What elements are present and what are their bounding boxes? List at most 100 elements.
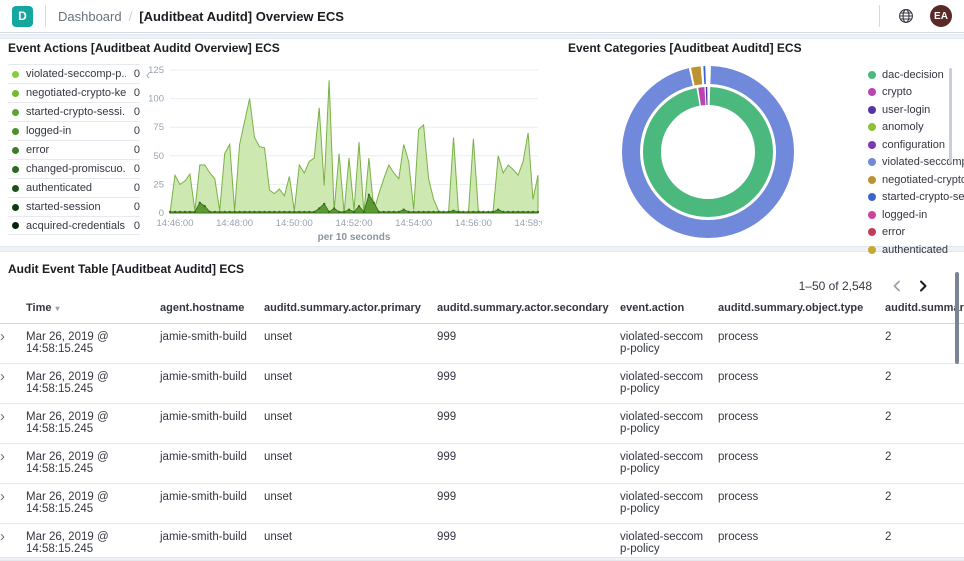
- cell-summary: 2: [885, 403, 964, 444]
- legend-label: changed-promiscuo...: [26, 163, 126, 175]
- legend-item[interactable]: dac-decision: [868, 66, 948, 84]
- legend-dot-icon: [12, 146, 19, 154]
- legend-item[interactable]: error: [868, 224, 948, 242]
- row-expand-icon[interactable]: ›: [0, 528, 5, 545]
- column-header-agent.hostname[interactable]: agent.hostname: [160, 296, 264, 324]
- legend-dot-icon: [12, 108, 19, 116]
- section-band-middle: [0, 246, 964, 252]
- event-categories-legend: dac-decision crypto user-login anomoly confi…: [868, 66, 964, 259]
- legend-item[interactable]: violated-seccomp...: [868, 154, 964, 172]
- legend-label: started-session: [26, 201, 101, 213]
- legend-dot-icon: [868, 158, 876, 167]
- x-axis-tick: 14:54:00: [395, 218, 432, 229]
- legend-dot-icon: [868, 105, 876, 114]
- cell-actor_primary: unset: [264, 443, 437, 484]
- row-expand-icon[interactable]: ›: [0, 328, 5, 345]
- legend-value: 0: [133, 68, 140, 80]
- cell-object_type: process: [718, 323, 885, 364]
- cell-object_type: process: [718, 363, 885, 404]
- legend-collapse-icon[interactable]: ‹: [146, 68, 150, 82]
- table-row: › Mar 26, 2019 @ 14:58:15.245 jamie-smith-…: [0, 523, 964, 561]
- cell-agent_hostname: jamie-smith-build: [160, 483, 264, 524]
- legend-item[interactable]: authenticated: [868, 241, 948, 259]
- x-axis-tick: 14:52:00: [336, 218, 373, 229]
- cell-agent_hostname: jamie-smith-build: [160, 443, 264, 484]
- column-header-auditd.summary.actor.primary[interactable]: auditd.summary.actor.primary: [264, 296, 437, 324]
- legend-item[interactable]: acquired-credentials 0: [8, 216, 140, 235]
- legend-label: user-login: [882, 103, 931, 116]
- legend-item[interactable]: started-crypto-se...: [868, 189, 964, 207]
- expand-cell: ›: [0, 363, 26, 404]
- x-axis-tick: 14:56:00: [455, 218, 492, 229]
- cell-actor_primary: unset: [264, 363, 437, 404]
- legend-item[interactable]: configuration: [868, 136, 948, 154]
- column-header-auditd.summary.actor.secondary[interactable]: auditd.summary.actor.secondary: [437, 296, 620, 324]
- legend-dot-icon: [868, 88, 876, 97]
- legend-value: 0: [133, 144, 140, 156]
- column-header-auditd.summary[interactable]: auditd.summary: [885, 296, 964, 324]
- dashboard-app-icon[interactable]: D: [12, 5, 33, 27]
- legend-label: dac-decision: [882, 68, 944, 81]
- cell-object_type: process: [718, 523, 885, 561]
- legend-item[interactable]: violated-seccomp-p... 0: [8, 64, 140, 83]
- legend-item[interactable]: logged-in: [868, 206, 948, 224]
- row-expand-icon[interactable]: ›: [0, 368, 5, 385]
- legend-item[interactable]: changed-promiscuo... 0: [8, 159, 140, 178]
- cell-event_action: violated-seccomp-policy: [620, 323, 718, 364]
- donut-slice-violated-seccomp...[interactable]: [622, 66, 794, 238]
- legend-label: authenticated: [26, 182, 93, 194]
- donut-slice-dac-decision[interactable]: [643, 87, 773, 217]
- legend-item[interactable]: negotiated-crypto-key 0: [8, 83, 140, 102]
- cell-object_type: process: [718, 403, 885, 444]
- legend-label: started-crypto-sessi...: [26, 106, 126, 118]
- legend-label: negotiated-crypto-key: [26, 87, 126, 99]
- x-axis-tick: 14:50:00: [276, 218, 313, 229]
- legend-scrollbar[interactable]: [949, 68, 952, 163]
- legend-item[interactable]: crypto: [868, 84, 948, 102]
- help-globe-icon[interactable]: [892, 2, 920, 30]
- legend-label: configuration: [882, 138, 945, 151]
- x-axis-label: per 10 seconds: [318, 232, 391, 242]
- cell-event_action: violated-seccomp-policy: [620, 403, 718, 444]
- breadcrumb-separator: /: [128, 8, 133, 24]
- cell-actor_primary: unset: [264, 403, 437, 444]
- column-header-Time[interactable]: Time ▾: [26, 296, 160, 324]
- legend-item[interactable]: error 0: [8, 140, 140, 159]
- event-categories-donut-chart[interactable]: [613, 57, 803, 247]
- prev-page-icon[interactable]: [884, 274, 910, 298]
- breadcrumb-dashboard[interactable]: Dashboard: [58, 8, 122, 24]
- legend-value: 0: [133, 106, 140, 118]
- cell-time: Mar 26, 2019 @ 14:58:15.245: [26, 323, 160, 364]
- legend-item[interactable]: started-session 0: [8, 197, 140, 216]
- row-expand-icon[interactable]: ›: [0, 448, 5, 465]
- event-actions-area-chart[interactable]: 0 25 50 75 100 125 14:46:00 14:48:00 14:50:00 14:…: [140, 62, 542, 242]
- row-expand-icon[interactable]: ›: [0, 488, 5, 505]
- legend-dot-icon: [868, 228, 876, 237]
- cell-actor_secondary: 999: [437, 443, 620, 484]
- legend-item[interactable]: user-login: [868, 101, 948, 119]
- column-header-event.action[interactable]: event.action: [620, 296, 718, 324]
- cell-actor_primary: unset: [264, 323, 437, 364]
- legend-dot-icon: [12, 89, 19, 97]
- legend-item[interactable]: anomoly: [868, 119, 948, 137]
- expand-column-header: [0, 296, 26, 324]
- table-scrollbar[interactable]: [955, 272, 959, 364]
- cell-time: Mar 26, 2019 @ 14:58:15.245: [26, 363, 160, 404]
- user-avatar[interactable]: EA: [930, 5, 952, 27]
- cell-actor_secondary: 999: [437, 323, 620, 364]
- legend-dot-icon: [868, 245, 876, 254]
- next-page-icon[interactable]: [910, 274, 936, 298]
- legend-item[interactable]: negotiated-crypto...: [868, 171, 964, 189]
- cell-actor_primary: unset: [264, 483, 437, 524]
- legend-item[interactable]: started-crypto-sessi... 0: [8, 102, 140, 121]
- legend-value: 0: [133, 182, 140, 194]
- legend-label: error: [26, 144, 50, 156]
- cell-event_action: violated-seccomp-policy: [620, 523, 718, 561]
- legend-item[interactable]: logged-in 0: [8, 121, 140, 140]
- legend-item[interactable]: authenticated 0: [8, 178, 140, 197]
- cell-time: Mar 26, 2019 @ 14:58:15.245: [26, 523, 160, 561]
- cell-event_action: violated-seccomp-policy: [620, 443, 718, 484]
- column-header-auditd.summary.object.type[interactable]: auditd.summary.object.type: [718, 296, 885, 324]
- row-expand-icon[interactable]: ›: [0, 408, 5, 425]
- legend-label: violated-seccomp...: [882, 156, 964, 169]
